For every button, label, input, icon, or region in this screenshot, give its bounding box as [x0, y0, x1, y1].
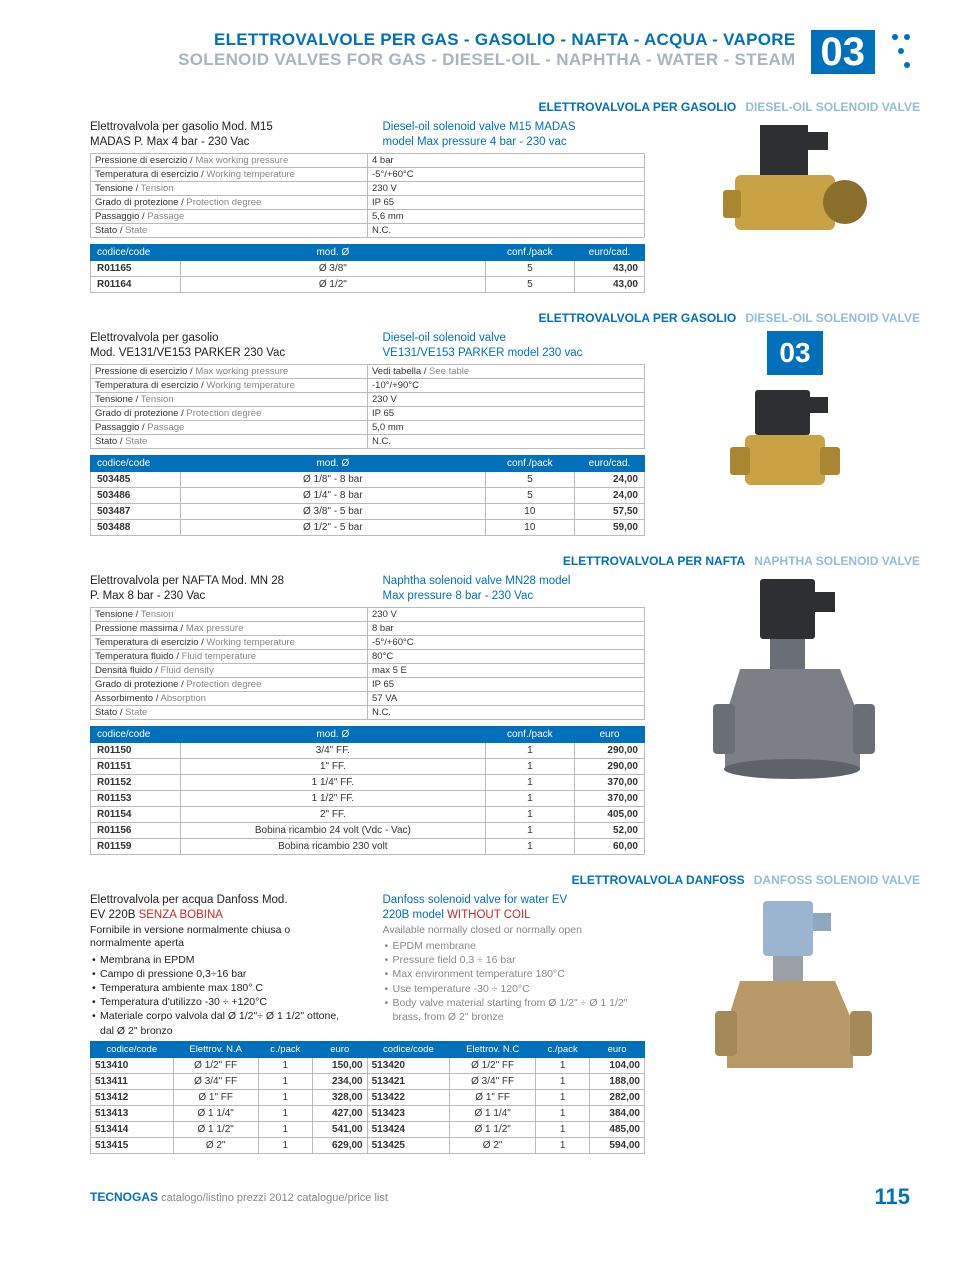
cat-en: DIESEL-OIL SOLENOID VALVE [745, 100, 920, 114]
footer-sub: catalogo/listino prezzi 2012 catalogue/p… [158, 1192, 388, 1204]
cat-it: ELETTROVALVOLA PER GASOLIO [538, 311, 736, 325]
prod-title-it-1: Elettrovalvola per gasolio [90, 331, 353, 346]
prod-title-en-2: model Max pressure 4 bar - 230 vac [383, 135, 646, 150]
section-gasolio-parker: ELETTROVALVOLA PER GASOLIO DIESEL-OIL SO… [90, 311, 920, 536]
header-dots-icon [890, 30, 920, 75]
cat-it: ELETTROVALVOLA DANFOSS [572, 873, 745, 887]
header-title-en: SOLENOID VALVES FOR GAS - DIESEL-OIL - N… [90, 50, 796, 70]
section-gasolio-m15: ELETTROVALVOLA PER GASOLIO DIESEL-OIL SO… [90, 100, 920, 293]
section-danfoss: ELETTROVALVOLA DANFOSS DANFOSS SOLENOID … [90, 873, 920, 1154]
section-nafta: ELETTROVALVOLA PER NAFTA NAPHTHA SOLENOI… [90, 554, 920, 855]
cat-en: DANFOSS SOLENOID VALVE [754, 873, 920, 887]
bullets-it: Membrana in EPDMCampo di pressione 0,3÷1… [90, 953, 353, 1038]
prod-sub-en: Available normally closed or normally op… [383, 924, 646, 938]
page-header: ELETTROVALVOLE PER GAS - GASOLIO - NAFTA… [90, 30, 920, 75]
prod-title-en-2: Max pressure 8 bar - 230 Vac [383, 589, 646, 604]
spec-table: Tensione / Tension230 VPressione massima… [90, 607, 645, 720]
price-table: codice/codemod. Øconf./packeuroR011503/4… [90, 726, 645, 855]
spec-table: Pressione di esercizio / Max working pre… [90, 364, 645, 449]
bullets-en: EPDM membranePressure field 0,3 ÷ 16 bar… [383, 939, 646, 1024]
chapter-badge: 03 [811, 30, 876, 74]
prod-title-en-2a: 220B model [383, 909, 448, 921]
prod-title-it-2a: EV 220B [90, 909, 139, 921]
prod-title-it-1: Elettrovalvola per gasolio Mod. M15 [90, 120, 353, 135]
header-title-it: ELETTROVALVOLE PER GAS - GASOLIO - NAFTA… [90, 30, 796, 50]
prod-title-it-2: Mod. VE131/VE153 PARKER 230 Vac [90, 346, 353, 361]
prod-title-en-1: Danfoss solenoid valve for water EV [383, 893, 646, 908]
double-price-table: codice/codeElettrov. N.Ac./packeurocodic… [90, 1041, 645, 1154]
prod-title-it-2: P. Max 8 bar - 230 Vac [90, 589, 353, 604]
prod-title-it-1: Elettrovalvola per NAFTA Mod. MN 28 [90, 574, 353, 589]
cat-it: ELETTROVALVOLA PER GASOLIO [538, 100, 736, 114]
prod-title-it-1: Elettrovalvola per acqua Danfoss Mod. [90, 893, 353, 908]
price-table: codice/codemod. Øconf./packeuro/cad.R011… [90, 244, 645, 293]
cat-en: NAPHTHA SOLENOID VALVE [754, 554, 920, 568]
prod-title-en-2: VE131/VE153 PARKER model 230 vac [383, 346, 646, 361]
prod-sub-it: Fornibile in versione normalmente chiusa… [90, 924, 353, 951]
side-chapter-badge: 03 [767, 331, 822, 375]
page-number: 115 [875, 1184, 911, 1210]
page-footer: TECNOGAS catalogo/listino prezzi 2012 ca… [90, 1184, 920, 1210]
spec-table: Pressione di esercizio / Max working pre… [90, 153, 645, 238]
product-image [705, 385, 885, 515]
prod-title-en-2b: WITHOUT COIL [447, 909, 530, 921]
product-image [705, 120, 885, 250]
product-image [705, 893, 885, 1093]
prod-title-en-1: Diesel-oil solenoid valve M15 MADAS [383, 120, 646, 135]
prod-title-it-2b: SENZA BOBINA [139, 909, 223, 921]
prod-title-it-2: MADAS P. Max 4 bar - 230 Vac [90, 135, 353, 150]
price-table: codice/codemod. Øconf./packeuro/cad.5034… [90, 455, 645, 536]
footer-brand: TECNOGAS [90, 1190, 158, 1204]
prod-title-en-1: Naphtha solenoid valve MN28 model [383, 574, 646, 589]
cat-en: DIESEL-OIL SOLENOID VALVE [745, 311, 920, 325]
product-image [705, 574, 885, 794]
cat-it: ELETTROVALVOLA PER NAFTA [563, 554, 745, 568]
prod-title-en-1: Diesel-oil solenoid valve [383, 331, 646, 346]
